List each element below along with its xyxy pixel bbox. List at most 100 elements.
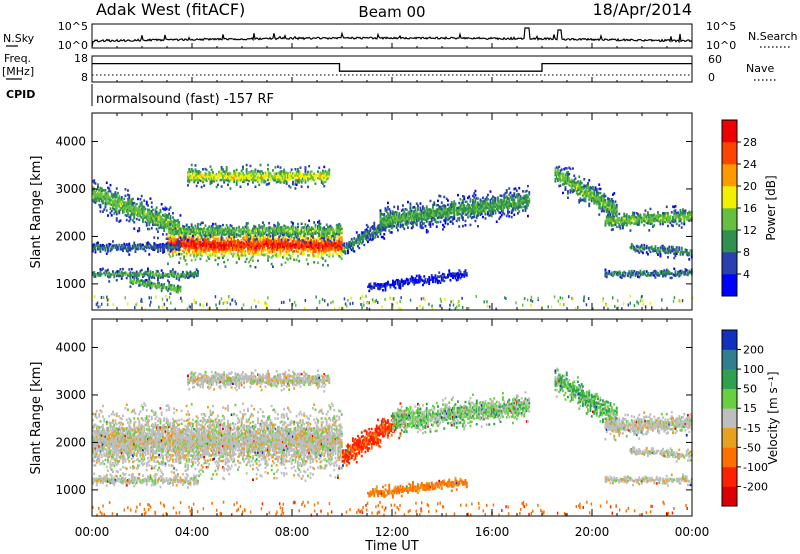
power-cell	[277, 248, 279, 252]
power-cell	[224, 229, 227, 232]
power-cell	[648, 229, 651, 232]
power-cell	[653, 219, 656, 223]
power-cell	[210, 225, 213, 228]
power-cell	[428, 210, 431, 213]
power-cell	[129, 281, 132, 284]
power-cell	[632, 218, 634, 221]
power-cell	[415, 279, 418, 282]
power-cell	[307, 230, 309, 234]
power-cell	[577, 193, 579, 196]
power-cell	[153, 215, 156, 218]
power-cell	[305, 230, 308, 233]
power-cell	[512, 198, 514, 202]
power-cell	[127, 193, 129, 197]
power-cell	[295, 241, 298, 244]
power-cell	[405, 219, 408, 222]
power-cell	[435, 214, 438, 218]
power-cell	[460, 207, 463, 211]
power-cell	[223, 239, 226, 242]
power-cell	[172, 288, 174, 291]
power-cell	[297, 225, 299, 229]
power-cell	[147, 271, 149, 275]
power-cell	[120, 243, 123, 247]
power-cell	[205, 228, 208, 231]
power-cell	[393, 283, 396, 286]
power-cell	[102, 189, 104, 192]
power-cell	[348, 241, 351, 244]
power-cell	[320, 256, 323, 259]
power-cell	[292, 226, 294, 229]
power-cell	[282, 236, 284, 240]
power-cell	[392, 216, 394, 220]
power-cell	[118, 272, 121, 276]
power-cell	[249, 164, 252, 168]
power-cell	[489, 198, 492, 202]
power-cell	[609, 204, 612, 207]
power-cell	[449, 216, 452, 219]
power-cell	[294, 174, 297, 177]
power-cell	[204, 238, 207, 241]
power-cell	[349, 242, 352, 246]
power-cell	[219, 239, 222, 242]
power-cell	[572, 190, 574, 194]
power-cell	[103, 197, 106, 201]
power-cell	[100, 272, 103, 276]
power-cell	[513, 213, 516, 217]
power-cell	[362, 235, 364, 239]
power-cell	[103, 189, 106, 192]
power-cell	[210, 227, 213, 230]
power-cell	[323, 230, 326, 234]
power-cell	[314, 242, 317, 245]
power-cell	[628, 217, 631, 220]
power-cell	[120, 204, 123, 208]
power-cell	[133, 201, 136, 205]
power-cell	[625, 219, 628, 223]
power-cell	[339, 231, 342, 234]
power-cell	[292, 244, 294, 247]
power-cell	[164, 208, 167, 212]
power-cell	[153, 219, 156, 222]
power-cell	[202, 235, 204, 239]
power-cell	[275, 246, 278, 249]
power-cell	[649, 220, 652, 223]
power-cell	[280, 246, 283, 249]
power-cell	[305, 245, 308, 248]
power-cell	[483, 203, 486, 207]
power-cell	[217, 228, 219, 231]
power-cell	[228, 226, 231, 230]
power-cell	[220, 252, 223, 256]
power-cell	[197, 236, 199, 239]
power-cell	[339, 232, 342, 235]
power-cell	[474, 189, 477, 193]
power-cell	[429, 208, 432, 211]
power-cell	[178, 288, 181, 291]
power-cell	[279, 179, 282, 182]
power-cell	[438, 209, 441, 213]
power-cell	[217, 250, 219, 253]
power-cell	[457, 276, 459, 279]
power-cell	[500, 207, 503, 210]
power-cell	[465, 213, 468, 216]
power-cell	[362, 233, 364, 237]
power-cell	[314, 232, 317, 235]
power-cell	[190, 168, 193, 171]
power-cell	[153, 246, 156, 249]
power-cell	[213, 252, 216, 255]
power-cell	[492, 206, 494, 209]
power-cell	[212, 246, 214, 249]
power-cell	[239, 185, 242, 188]
power-cell	[168, 225, 171, 228]
power-cell	[438, 213, 441, 217]
power-cell	[300, 234, 303, 238]
power-cell	[412, 217, 414, 220]
power-cell	[123, 201, 126, 205]
power-cell	[222, 170, 224, 173]
power-cell	[590, 197, 593, 201]
power-cell	[409, 206, 412, 210]
power-cell	[222, 239, 224, 242]
power-cell	[282, 233, 284, 237]
power-cell	[130, 198, 133, 201]
power-cell	[218, 244, 221, 247]
power-cell	[388, 208, 391, 211]
power-cell	[324, 242, 327, 245]
